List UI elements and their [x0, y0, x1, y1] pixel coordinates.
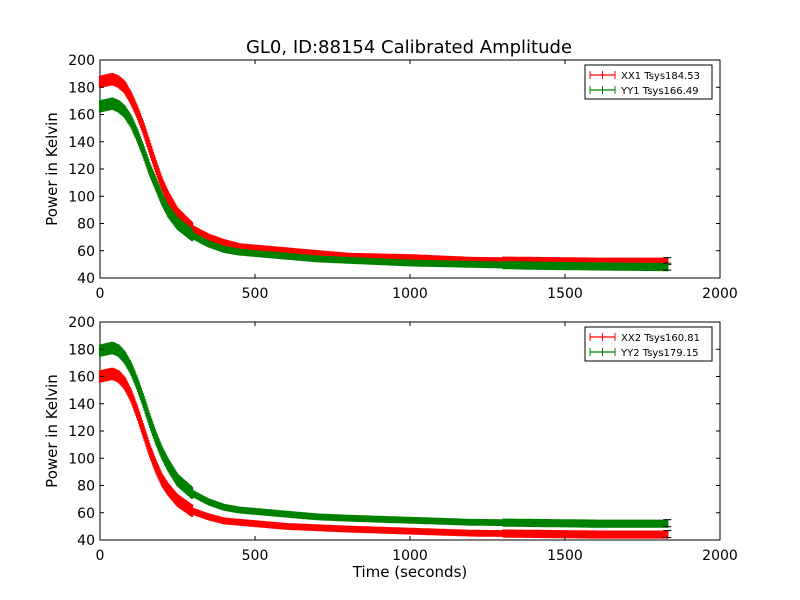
series-line-0 — [99, 373, 668, 535]
series-0 — [98, 73, 672, 266]
top-panel: 0 500 1000 1500 2000 40 60 80 100 120 140 160 180 200… — [43, 53, 738, 302]
legend-label-1: YY2 Tsys179.15 — [620, 348, 699, 359]
legend-box — [584, 326, 713, 362]
y-tick-label: 180 — [68, 342, 95, 358]
y-tick-label: 120 — [68, 162, 95, 178]
x-tick-label: 1500 — [547, 286, 583, 302]
y-tick-label: 100 — [68, 451, 95, 467]
bottom-panel: 0 500 1000 1500 2000 40 60 80 100 120 140 160 180 200… — [43, 315, 738, 581]
y-tick-label: 160 — [68, 370, 95, 386]
series-line-0 — [99, 78, 668, 263]
legend-box — [584, 64, 713, 100]
x-axis-label: Time (seconds) — [352, 563, 468, 581]
x-tick-label: 500 — [242, 286, 269, 302]
series-1 — [98, 97, 672, 272]
y-tick-label: 40 — [77, 271, 95, 287]
legend: XX2 Tsys160.81 YY2 Tsys179.15 — [584, 326, 713, 362]
y-tick-label: 80 — [77, 479, 95, 495]
y-axis-label: Power in Kelvin — [43, 112, 61, 226]
x-tick-label: 2000 — [702, 548, 738, 564]
series-line-1 — [99, 347, 668, 525]
x-tick-label: 0 — [96, 548, 105, 564]
series-1 — [98, 341, 672, 528]
x-tick-label: 1500 — [547, 548, 583, 564]
y-tick-label: 180 — [68, 80, 95, 96]
x-tick-label: 1000 — [392, 286, 428, 302]
legend-label-0: XX1 Tsys184.53 — [621, 71, 700, 82]
x-tick-label: 1000 — [392, 548, 428, 564]
y-tick-label: 100 — [68, 189, 95, 205]
x-tick-label: 0 — [96, 286, 105, 302]
legend-label-1: YY1 Tsys166.49 — [620, 86, 699, 97]
chart-title: GL0, ID:88154 Calibrated Amplitude — [246, 37, 572, 58]
y-tick-label: 40 — [77, 533, 95, 549]
y-axis-label: Power in Kelvin — [43, 374, 61, 488]
y-tick-label: 160 — [68, 108, 95, 124]
series-line-1 — [99, 103, 668, 268]
y-tick-label: 60 — [77, 244, 95, 260]
y-tick-label: 200 — [68, 53, 95, 69]
x-tick-label: 2000 — [702, 286, 738, 302]
legend-label-0: XX2 Tsys160.81 — [621, 333, 700, 344]
y-tick-label: 80 — [77, 217, 95, 233]
y-tick-label: 140 — [68, 135, 95, 151]
legend: XX1 Tsys184.53 YY1 Tsys166.49 — [584, 64, 713, 100]
y-tick-label: 200 — [68, 315, 95, 331]
y-tick-label: 60 — [77, 506, 95, 522]
y-tick-label: 140 — [68, 397, 95, 413]
x-tick-label: 500 — [242, 548, 269, 564]
y-tick-label: 120 — [68, 424, 95, 440]
